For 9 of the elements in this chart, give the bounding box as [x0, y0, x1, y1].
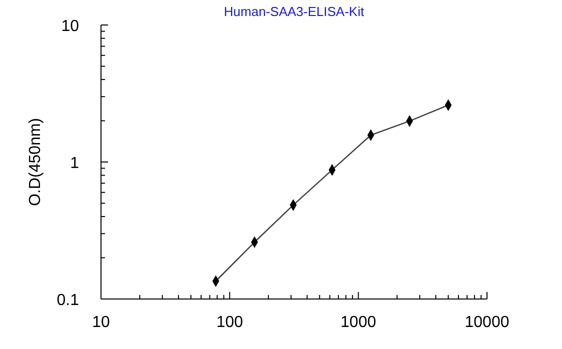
- x-tick-label: 1000: [340, 314, 376, 331]
- y-tick-label: 10: [61, 18, 80, 35]
- x-tick-label: 10: [92, 314, 110, 331]
- y-tick-label: 1: [70, 155, 80, 172]
- x-tick-label: 10000: [464, 314, 510, 331]
- chart-title: Human-SAA3-ELISA-Kit: [224, 4, 364, 19]
- x-tick-label: 100: [216, 314, 244, 331]
- y-axis-title: O.D(450nm): [27, 118, 44, 206]
- y-tick-label: 0.1: [56, 292, 80, 309]
